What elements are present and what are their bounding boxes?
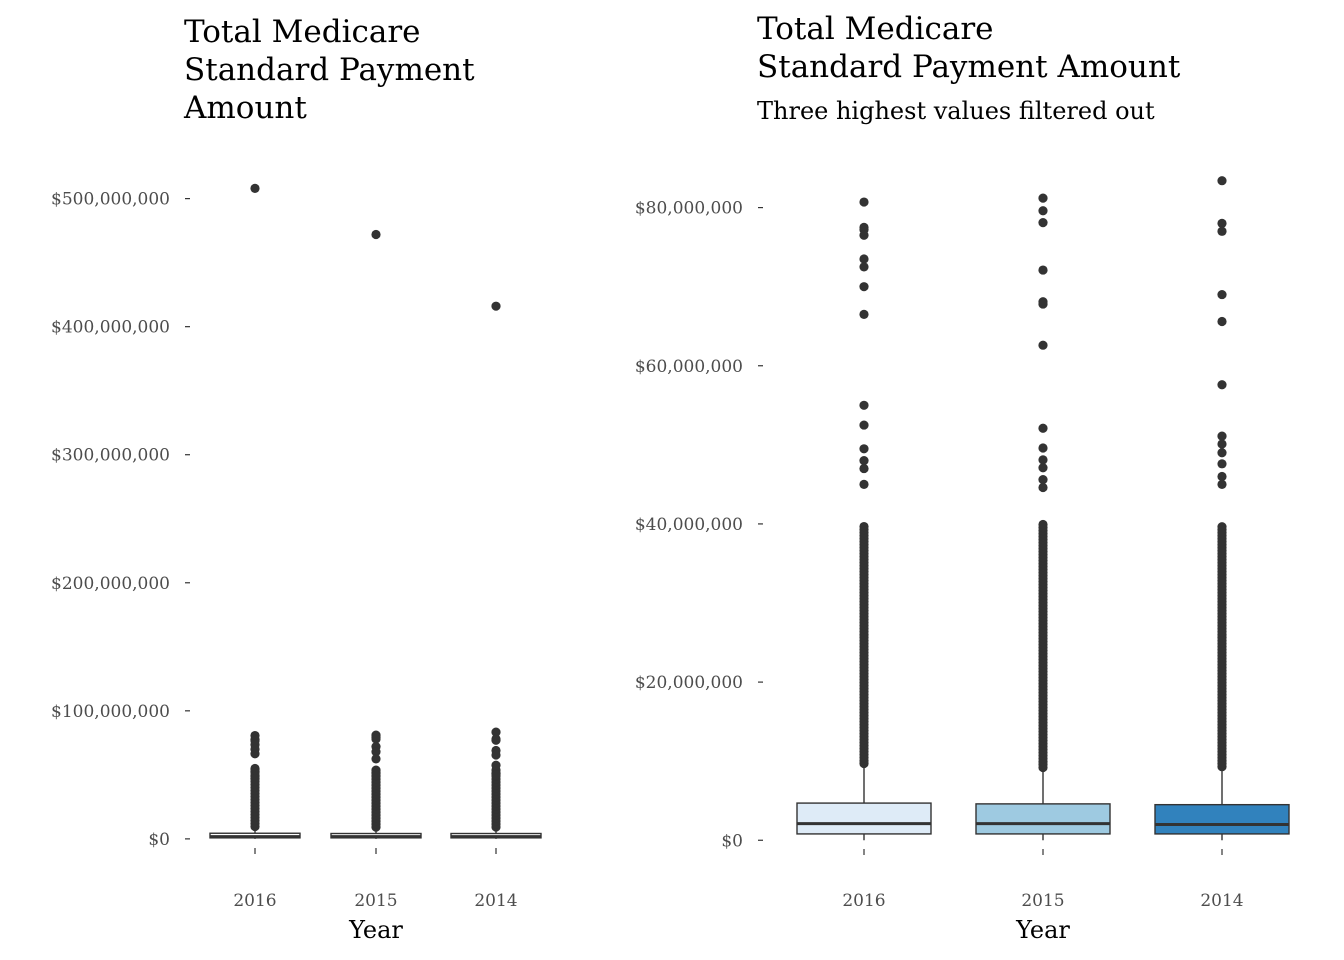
outlier-point (250, 183, 260, 193)
outlier-point (1038, 443, 1048, 453)
box-2016 (209, 183, 301, 839)
box-2015 (975, 193, 1111, 841)
right-title-line-2: Standard Payment Amount (757, 49, 1181, 85)
outlier-point (1038, 482, 1048, 493)
outlier-point (859, 521, 869, 532)
outlier-point (1038, 455, 1048, 465)
x-tick-label: 2015 (1021, 891, 1064, 911)
left-title-line-3: Amount (183, 90, 307, 126)
outlier-point (371, 747, 381, 757)
outlier-point (491, 750, 501, 760)
outlier-point (491, 301, 501, 311)
outlier-point (1217, 289, 1227, 300)
y-tick-label: $60,000,000 (635, 357, 743, 377)
outlier-point (1217, 218, 1227, 229)
y-tick-label: $20,000,000 (635, 673, 743, 693)
outlier-point (1217, 479, 1227, 489)
outlier-point (1217, 448, 1227, 458)
right-plot-area (796, 176, 1290, 841)
left-plot-area (209, 183, 542, 839)
outlier-point (859, 282, 869, 292)
right-subtitle: Three highest values filtered out (757, 97, 1155, 125)
right-panel: Total Medicare Standard Payment Amount T… (635, 11, 1290, 944)
y-tick-label: $400,000,000 (51, 318, 170, 338)
outlier-point (491, 727, 501, 737)
outlier-point (1217, 176, 1227, 186)
x-tick-label: 2015 (354, 891, 397, 911)
outlier-point (1217, 316, 1227, 327)
outlier-point (859, 254, 869, 264)
outlier-point (1217, 226, 1227, 236)
outlier-point (1217, 431, 1227, 441)
outlier-point (371, 754, 381, 764)
left-y-axis: $0 $100,000,000 $200,000,000 $300,000,000 $4… (51, 190, 190, 850)
outlier-point (1038, 340, 1048, 350)
outlier-point (1038, 265, 1048, 275)
outlier-point (1038, 463, 1048, 473)
outlier-point (859, 197, 869, 207)
y-tick-label: $100,000,000 (51, 702, 170, 722)
x-tick-label: 2014 (474, 891, 517, 911)
outlier-point (1038, 218, 1048, 228)
outlier-point (859, 230, 869, 240)
outlier-point (250, 774, 260, 784)
x-tick-label: 2016 (233, 891, 276, 911)
right-title-line-1: Total Medicare (757, 11, 994, 47)
outlier-point (859, 262, 869, 272)
outlier-point (371, 734, 381, 744)
outlier-point (1217, 522, 1227, 532)
y-tick-label: $0 (721, 831, 743, 851)
y-tick-label: $40,000,000 (635, 515, 743, 535)
outlier-point (1038, 193, 1048, 203)
outlier-point (491, 760, 501, 770)
right-y-axis: $0 $20,000,000 $40,000,000 $60,000,000 $80,0… (635, 199, 763, 851)
outlier-point (1038, 475, 1048, 485)
x-tick-label: 2016 (842, 891, 885, 911)
outlier-point (371, 229, 381, 240)
outlier-point (859, 456, 869, 466)
outlier-point (859, 420, 869, 430)
outlier-point (859, 309, 869, 319)
outlier-point (1038, 206, 1048, 216)
box-body (796, 802, 932, 835)
box-2016 (796, 197, 932, 841)
outlier-point (1038, 519, 1048, 530)
left-title-line-1: Total Medicare (184, 14, 421, 50)
box-body (975, 803, 1111, 835)
outlier-point (1217, 459, 1227, 469)
y-tick-label: $200,000,000 (51, 574, 170, 594)
outlier-point (491, 770, 501, 780)
outlier-point (371, 770, 381, 781)
outlier-point (250, 749, 260, 759)
left-panel: Total Medicare Standard Payment Amount $… (51, 14, 542, 944)
y-tick-label: $300,000,000 (51, 446, 170, 466)
x-tick-label: 2014 (1200, 891, 1243, 911)
left-x-axis-title: Year (348, 916, 403, 944)
right-x-axis-title: Year (1015, 916, 1070, 944)
y-tick-label: $80,000,000 (635, 199, 743, 219)
box-2014 (450, 301, 542, 839)
outlier-point (1038, 299, 1048, 309)
box-2014 (1154, 176, 1290, 841)
outlier-point (491, 735, 501, 745)
outlier-point (859, 444, 869, 454)
y-tick-label: $0 (148, 830, 170, 850)
outlier-point (1038, 423, 1048, 433)
box-body (1154, 803, 1290, 835)
left-x-axis: 2016 2015 2014 (233, 848, 518, 911)
y-tick-label: $500,000,000 (51, 190, 170, 210)
outlier-point (1217, 380, 1227, 390)
outlier-point (1217, 439, 1227, 449)
outlier-point (859, 463, 869, 474)
outlier-point (1217, 471, 1227, 482)
outlier-point (859, 479, 869, 489)
right-x-axis: 2016 2015 2014 (842, 849, 1244, 911)
left-title-line-2: Standard Payment (184, 52, 475, 88)
outlier-point (859, 400, 869, 410)
box-2015 (330, 229, 422, 839)
